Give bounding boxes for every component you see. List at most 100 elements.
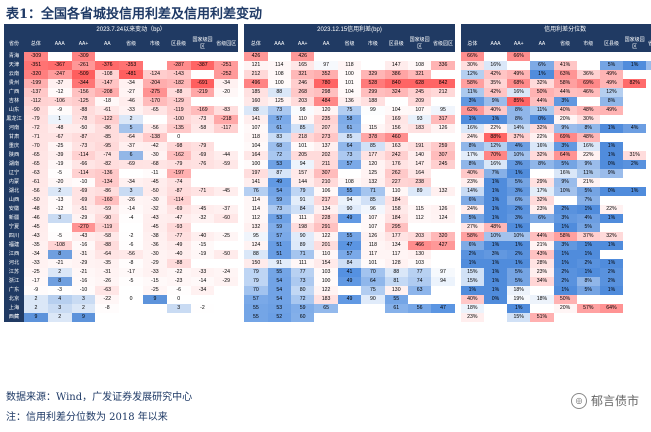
spread-cell: 144 (291, 178, 315, 187)
percentile-cell (599, 223, 624, 232)
table-row: 西藏 9 2 9 55 52 60 23% 15% 51% (4, 313, 651, 322)
percentile-cell: 9% (553, 178, 577, 187)
percentile-cell: 30% (460, 61, 484, 70)
spread-cell: 426 (244, 52, 268, 61)
percentile-cell (646, 277, 651, 286)
change-cell: -15 (142, 277, 167, 286)
spread-cell: 107 (244, 124, 268, 133)
percentile-cell: 28% (530, 259, 554, 268)
change-cell (190, 133, 215, 142)
spread-cell: 53 (267, 304, 291, 313)
column-header: AAA (47, 36, 72, 52)
spread-cell: 118 (244, 133, 268, 142)
percentile-cell: 1% (553, 250, 577, 259)
spread-cell: 88 (244, 250, 268, 259)
table-row: 陕西 -65 -39 -114 -74 6 -30 -162 -69 -44 164 72 205 202… (4, 151, 651, 160)
table-row: 四川 -43 -5 -43 -58 -2 -38 -77 -40 -25 95 57 90 122 55 12… (4, 232, 651, 241)
change-cell: -43 (24, 232, 48, 241)
change-cell: -136 (95, 169, 120, 178)
percentile-cell: 12% (460, 70, 484, 79)
change-cell (190, 295, 215, 304)
table-row: 青海 -309 -309 426 426 66% 66% (4, 52, 651, 61)
spread-cell: 201 (314, 241, 338, 250)
percentile-cell: 1% (483, 205, 508, 214)
percentile-cell: 1% (530, 70, 554, 79)
spread-cell (431, 52, 455, 61)
table-row: 福建 -35 -108 -16 -88 -6 -36 -49 -15 124 51 89 201 47 11… (4, 241, 651, 250)
percentile-cell (646, 304, 651, 313)
percentile-cell (530, 52, 554, 61)
spread-cell: 68 (267, 142, 291, 151)
percentile-cell (507, 61, 531, 70)
change-cell: -79 (24, 115, 48, 124)
spread-cell: 54 (267, 295, 291, 304)
spread-cell: 128 (384, 259, 408, 268)
spread-cell: 49 (337, 277, 362, 286)
change-cell: -33 (24, 259, 48, 268)
spread-cell: 291 (314, 223, 338, 232)
percentile-cell (623, 97, 647, 106)
percentile-cell (599, 133, 624, 142)
spread-cell: 107 (407, 106, 432, 115)
change-cell: -90 (95, 214, 120, 223)
percentile-cell (623, 295, 647, 304)
percentile-cell: 1% (507, 223, 531, 232)
change-cell: 6 (119, 151, 143, 160)
percentile-cell: 0% (530, 115, 554, 124)
change-cell: -61 (24, 178, 48, 187)
change-cell (190, 196, 215, 205)
percentile-cell: 8% (576, 124, 600, 133)
spread-table-frame: 2023.7.24以来变动（bp） 2023.12.15信用利差(bp) 信用利… (4, 24, 651, 386)
percentile-cell: 1% (507, 169, 531, 178)
spread-cell: 64 (337, 142, 362, 151)
percentile-cell: 51% (530, 313, 554, 322)
spread-cell: 108 (407, 61, 432, 70)
percentile-cell: 9% (599, 169, 624, 178)
table-row: 宁夏 -45 -270 -119 -45 -93 132 59 198 291 107 295 27% 4… (4, 223, 651, 232)
spread-cell: 120 (314, 106, 338, 115)
spread-cell: 317 (431, 115, 455, 124)
spread-cell: 59 (291, 304, 315, 313)
table-row: 山东 -90 -9 -88 -61 -33 -65 -119 -169 -83 88 73 98 120 7… (4, 106, 651, 115)
spread-cell: 840 (384, 79, 408, 88)
spread-cell (431, 250, 455, 259)
change-cell: -50 (71, 124, 96, 133)
percentile-cell: 3% (507, 187, 531, 196)
spread-cell: 52 (267, 313, 291, 322)
spread-cell: 51 (267, 241, 291, 250)
change-cell: -58 (190, 124, 215, 133)
spread-cell: 108 (337, 178, 362, 187)
change-cell: -2 (190, 304, 215, 313)
change-cell: -5 (47, 232, 72, 241)
spread-cell: 98 (291, 106, 315, 115)
percentile-cell: 15% (460, 277, 484, 286)
percentile-cell: 12% (599, 88, 624, 97)
spread-cell: 184 (384, 196, 408, 205)
percentile-cell (623, 304, 647, 313)
percentile-cell: 40% (483, 106, 508, 115)
change-cell: -122 (95, 115, 120, 124)
spread-cell: 60 (291, 313, 315, 322)
spread-cell: 100 (337, 70, 362, 79)
spread-cell: 184 (384, 214, 408, 223)
percentile-cell (553, 196, 577, 205)
percentile-cell: 1% (460, 259, 484, 268)
change-cell: -170 (142, 97, 167, 106)
change-cell: -169 (190, 106, 215, 115)
spread-cell: 112 (244, 214, 268, 223)
change-cell (142, 313, 167, 322)
change-cell: -37 (119, 142, 143, 151)
spread-cell: 77 (407, 268, 432, 277)
spread-cell: 61 (337, 124, 362, 133)
percentile-cell (646, 70, 651, 79)
percentile-cell: 27% (460, 223, 484, 232)
change-cell: -39 (47, 151, 72, 160)
spread-cell: 51 (267, 250, 291, 259)
change-cell (142, 52, 167, 61)
spread-cell (337, 286, 362, 295)
percentile-cell: 44% (530, 97, 554, 106)
column-header: 省级 (553, 36, 577, 52)
spread-cell (314, 52, 338, 61)
percentile-cell: 6% (507, 196, 531, 205)
spread-cell: 99 (361, 106, 385, 115)
